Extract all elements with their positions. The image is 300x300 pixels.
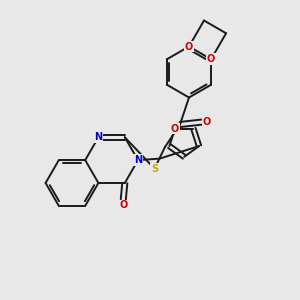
- Text: O: O: [185, 41, 193, 52]
- Text: O: O: [203, 117, 211, 127]
- Text: O: O: [171, 124, 179, 134]
- Text: O: O: [207, 54, 215, 64]
- Text: S: S: [151, 164, 158, 174]
- Text: O: O: [119, 200, 128, 211]
- Text: N: N: [94, 132, 103, 142]
- Text: N: N: [134, 155, 142, 165]
